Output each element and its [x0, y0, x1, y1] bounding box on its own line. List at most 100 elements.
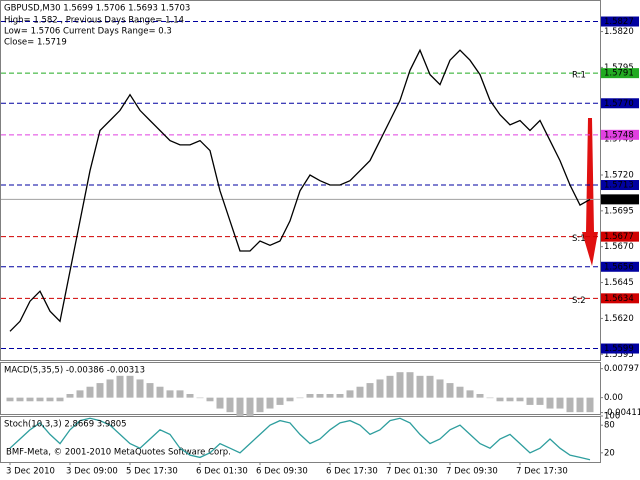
- series-line: [9, 48, 591, 332]
- info-line: Low= 1.5706 Current Days Range= 0.3: [4, 27, 172, 37]
- histogram-bar: [16, 397, 24, 402]
- histogram-bar: [376, 379, 384, 398]
- y-tick-label: 1.5595: [604, 350, 634, 360]
- histogram-bar: [466, 390, 474, 398]
- histogram-bar: [246, 397, 254, 416]
- histogram-bar: [436, 379, 444, 398]
- y-tick-label: 1.5645: [604, 278, 634, 288]
- level-name: S:2: [572, 296, 586, 306]
- level-label: 1.5791: [604, 69, 634, 79]
- histogram-bar: [426, 375, 434, 398]
- signal-arrow: [582, 118, 598, 266]
- histogram-bar: [476, 394, 484, 398]
- y-tick-label: 1.5795: [604, 63, 634, 73]
- level-box: [601, 231, 639, 242]
- histogram-bar: [516, 397, 524, 402]
- histogram-bar: [306, 394, 314, 398]
- level-label: 1.5599: [604, 344, 634, 354]
- x-tick-label: 7 Dec 09:30: [446, 467, 498, 477]
- level-label: 1.5656: [604, 262, 634, 272]
- histogram-bar: [66, 394, 74, 398]
- histogram-bar: [356, 386, 364, 398]
- y-tick-label: 1.5695: [604, 206, 634, 216]
- histogram-bar: [566, 397, 574, 413]
- stoch-panel: [0, 416, 601, 463]
- level-name: R:1: [572, 71, 586, 81]
- histogram-bar: [26, 397, 34, 402]
- histogram-bar: [346, 390, 354, 398]
- histogram-bar: [106, 379, 114, 398]
- level-label: 1.5827: [604, 17, 634, 27]
- histogram-bar: [536, 397, 544, 405]
- histogram-bar: [486, 397, 494, 399]
- histogram-bar: [576, 397, 584, 413]
- x-tick-label: 6 Dec 17:30: [326, 467, 378, 477]
- histogram-bar: [526, 397, 534, 405]
- y-tick-label: -0.00411: [604, 408, 640, 418]
- level-box: [601, 194, 639, 205]
- histogram-bar: [126, 375, 134, 398]
- level-label: 1.5703: [604, 195, 634, 205]
- histogram-bar: [416, 375, 424, 398]
- y-tick-label: 0.00797: [604, 364, 639, 374]
- macd-panel: [0, 362, 601, 415]
- panel-title: MACD(5,35,5) -0.00386 -0.00313: [4, 366, 145, 376]
- level-box: [601, 180, 639, 191]
- level-label: 1.5713: [604, 181, 634, 191]
- x-tick-label: 3 Dec 2010: [6, 467, 55, 477]
- histogram-bar: [146, 383, 154, 398]
- histogram-bar: [186, 394, 194, 398]
- histogram-bar: [456, 386, 464, 398]
- histogram-bar: [136, 379, 144, 398]
- histogram-bar: [546, 397, 554, 409]
- histogram-bar: [176, 390, 184, 398]
- x-tick-label: 6 Dec 09:30: [256, 467, 308, 477]
- histogram-bar: [46, 397, 54, 402]
- info-line: High= 1.582 , Previous Days Range= 1.14: [4, 16, 184, 26]
- histogram-bar: [166, 390, 174, 398]
- y-tick-label: 1.5720: [604, 170, 634, 180]
- histogram-bar: [556, 397, 564, 409]
- histogram-bar: [326, 394, 334, 398]
- level-label: 1.5677: [604, 232, 634, 242]
- level-box: [601, 343, 639, 354]
- histogram-bar: [196, 397, 204, 399]
- level-box: [601, 293, 639, 304]
- histogram-bar: [396, 372, 404, 398]
- histogram-bar: [226, 397, 234, 413]
- price-panel: [0, 0, 601, 361]
- level-label: 1.5770: [604, 99, 634, 109]
- histogram-bar: [506, 397, 514, 402]
- histogram-bar: [96, 383, 104, 398]
- histogram-bar: [116, 375, 124, 398]
- y-tick-label: 0.00: [604, 393, 623, 403]
- histogram-bar: [76, 390, 84, 398]
- histogram-bar: [586, 397, 594, 413]
- histogram-bar: [216, 397, 224, 409]
- series-line: [9, 417, 591, 461]
- histogram-bar: [366, 383, 374, 398]
- level-box: [601, 129, 639, 140]
- level-box: [601, 68, 639, 79]
- level-box: [601, 98, 639, 109]
- histogram-bar: [446, 383, 454, 398]
- histogram-bar: [296, 397, 304, 399]
- y-tick-label: 80: [604, 421, 615, 431]
- info-line: Close= 1.5719: [4, 38, 67, 48]
- y-tick-label: 20: [604, 448, 615, 458]
- level-label: 1.5634: [604, 294, 634, 304]
- histogram-bar: [316, 394, 324, 398]
- histogram-bar: [406, 372, 414, 398]
- x-tick-label: 3 Dec 09:00: [66, 467, 118, 477]
- histogram-bar: [256, 397, 264, 413]
- histogram-bar: [56, 397, 64, 402]
- histogram-bar: [336, 394, 344, 398]
- panel-title: Stoch(10,3,3) 2.8669 3.9805: [4, 420, 127, 430]
- y-tick-label: 100: [604, 412, 620, 422]
- histogram-bar: [86, 386, 94, 398]
- x-tick-label: 7 Dec 17:30: [516, 467, 568, 477]
- y-tick-label: 1.5620: [604, 314, 634, 324]
- footer: BMF-Meta, © 2001-2010 MetaQuotes Softwar…: [6, 448, 231, 458]
- histogram-bar: [266, 397, 274, 409]
